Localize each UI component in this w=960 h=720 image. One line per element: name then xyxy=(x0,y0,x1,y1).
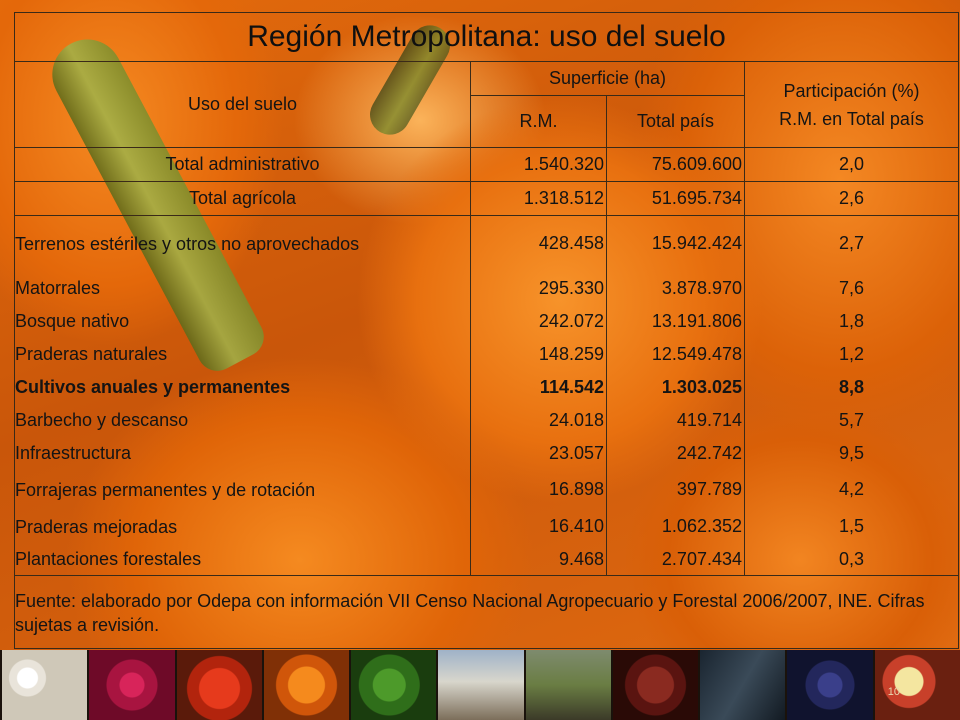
row-total-value: 1.062.352 xyxy=(606,509,745,544)
eggs-image xyxy=(0,650,88,720)
cheese-image xyxy=(872,650,960,720)
row-label: Total agrícola xyxy=(14,181,471,216)
row-label: Bosque nativo xyxy=(14,304,471,338)
row-pct-value: 1,8 xyxy=(743,304,960,338)
row-rm-value: 242.072 xyxy=(470,304,607,338)
cattle-image xyxy=(523,650,611,720)
row-label: Praderas naturales xyxy=(14,337,471,371)
row-rm-value: 24.018 xyxy=(470,403,607,437)
row-pct-value: 2,0 xyxy=(743,147,960,182)
page-number: 10 xyxy=(887,686,900,698)
table-row-highlighted: Cultivos anuales y permanentes 114.542 1… xyxy=(14,370,960,404)
raspberries-image xyxy=(87,650,175,720)
food-photo-strip xyxy=(0,650,960,720)
header-rm: R.M. xyxy=(470,95,607,148)
header-total-pais: Total país xyxy=(606,95,745,148)
table-row: Matorrales 295.330 3.878.970 7,6 xyxy=(14,271,960,305)
row-pct-value: 8,8 xyxy=(743,370,960,404)
source-note: Fuente: elaborado por Odepa con informac… xyxy=(13,575,960,649)
row-total-value: 51.695.734 xyxy=(606,181,745,216)
row-label: Cultivos anuales y permanentes xyxy=(14,370,471,404)
row-total-value: 397.789 xyxy=(606,469,745,510)
row-pct-value: 2,7 xyxy=(743,215,960,272)
row-total-value: 3.878.970 xyxy=(606,271,745,305)
peppers-image xyxy=(261,650,350,720)
row-pct-value: 5,7 xyxy=(743,403,960,437)
row-rm-value: 295.330 xyxy=(470,271,607,305)
table-row: Forrajeras permanentes y de rotación 16.… xyxy=(14,469,960,510)
table-row: Barbecho y descanso 24.018 419.714 5,7 xyxy=(14,403,960,437)
row-label: Praderas mejoradas xyxy=(14,509,471,544)
row-rm-value: 114.542 xyxy=(470,370,607,404)
row-total-value: 242.742 xyxy=(606,436,745,470)
wine-bottles-image xyxy=(698,650,786,720)
table-row: Praderas naturales 148.259 12.549.478 1,… xyxy=(14,337,960,371)
row-total-value: 13.191.806 xyxy=(606,304,745,338)
row-label: Infraestructura xyxy=(14,436,471,470)
table-row: Total agrícola 1.318.512 51.695.734 2,6 xyxy=(14,181,960,216)
row-total-value: 12.549.478 xyxy=(606,337,745,371)
header-superficie: Superficie (ha) xyxy=(470,61,745,96)
row-pct-value: 2,6 xyxy=(743,181,960,216)
row-label: Barbecho y descanso xyxy=(14,403,471,437)
row-total-value: 2.707.434 xyxy=(606,543,745,576)
lettuce-image xyxy=(349,650,437,720)
row-rm-value: 428.458 xyxy=(470,215,607,272)
row-rm-value: 16.410 xyxy=(470,509,607,544)
row-label: Matorrales xyxy=(14,271,471,305)
table-row: Praderas mejoradas 16.410 1.062.352 1,5 xyxy=(14,509,960,544)
table-row: Total administrativo 1.540.320 75.609.60… xyxy=(14,147,960,182)
row-pct-value: 9,5 xyxy=(743,436,960,470)
row-pct-value: 7,6 xyxy=(743,271,960,305)
header-uso-del-suelo: Uso del suelo xyxy=(14,61,471,148)
header-participacion-line1: Participación (%) xyxy=(783,80,920,101)
row-label: Forrajeras permanentes y de rotación xyxy=(14,469,471,510)
land-use-table: Región Metropolitana: uso del suelo Uso … xyxy=(13,12,960,649)
table-row: Terrenos estériles y otros no aprovechad… xyxy=(14,215,960,272)
row-label: Plantaciones forestales xyxy=(14,543,471,576)
header-participacion-line2: R.M. en Total país xyxy=(779,108,924,129)
row-total-value: 15.942.424 xyxy=(606,215,745,272)
row-rm-value: 148.259 xyxy=(470,337,607,371)
sheep-image xyxy=(436,650,524,720)
row-total-value: 75.609.600 xyxy=(606,147,745,182)
row-pct-value: 0,3 xyxy=(743,543,960,576)
row-rm-value: 1.540.320 xyxy=(470,147,607,182)
row-rm-value: 23.057 xyxy=(470,436,607,470)
row-pct-value: 1,5 xyxy=(743,509,960,544)
row-rm-value: 9.468 xyxy=(470,543,607,576)
row-total-value: 419.714 xyxy=(606,403,745,437)
row-rm-value: 16.898 xyxy=(470,469,607,510)
row-total-value: 1.303.025 xyxy=(606,370,745,404)
header-participacion: Participación (%) R.M. en Total país xyxy=(743,61,960,148)
grapes-image xyxy=(785,650,873,720)
table-row: Plantaciones forestales 9.468 2.707.434 … xyxy=(14,543,960,576)
meat-image xyxy=(610,650,699,720)
row-rm-value: 1.318.512 xyxy=(470,181,607,216)
row-label: Terrenos estériles y otros no aprovechad… xyxy=(14,215,471,272)
apples-image xyxy=(174,650,262,720)
slide-title: Región Metropolitana: uso del suelo xyxy=(13,12,960,62)
row-label: Total administrativo xyxy=(14,147,471,182)
row-pct-value: 1,2 xyxy=(743,337,960,371)
table-row: Bosque nativo 242.072 13.191.806 1,8 xyxy=(14,304,960,338)
table-row: Infraestructura 23.057 242.742 9,5 xyxy=(14,436,960,470)
row-pct-value: 4,2 xyxy=(743,469,960,510)
